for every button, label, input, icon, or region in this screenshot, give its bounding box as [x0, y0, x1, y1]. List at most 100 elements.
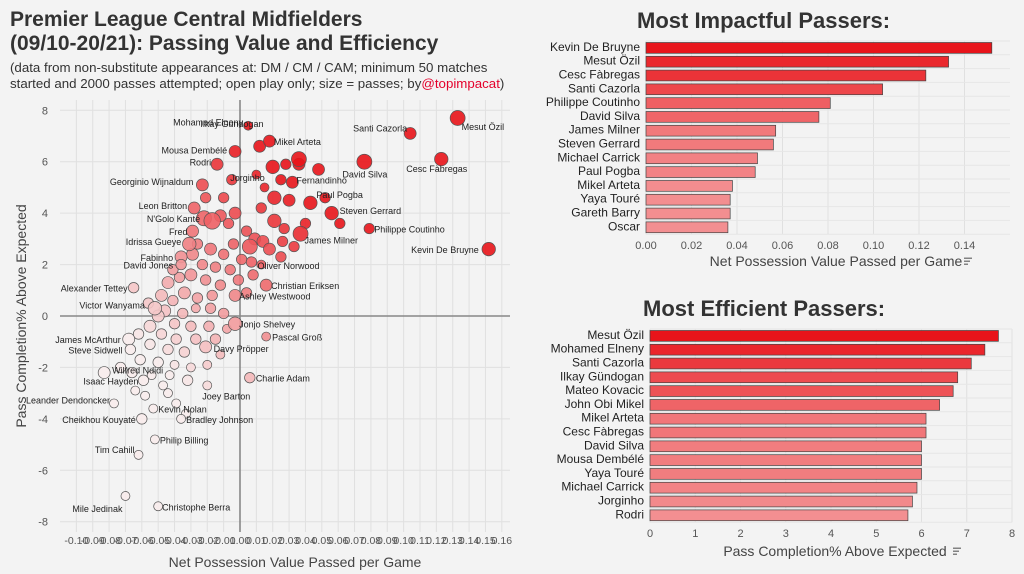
x-tick-label: 0.02: [263, 535, 284, 547]
data-point: [161, 276, 175, 289]
data-point: [153, 501, 164, 512]
data-point: [251, 169, 262, 180]
point-label: Idrissa Gueye: [126, 237, 182, 247]
x-tick-label: 0.08: [361, 535, 382, 547]
data-point: [178, 346, 190, 358]
data-point: [275, 251, 287, 263]
page-title: Premier League Central Midfielders (09/1…: [10, 8, 438, 56]
data-point: [132, 328, 145, 340]
bar-tick-label: 0.08: [817, 240, 838, 252]
data-point: [241, 238, 258, 255]
bar: [645, 97, 831, 109]
bar: [645, 69, 927, 82]
bar-category-label: Philippe Coutinho: [546, 95, 640, 109]
subtitle-line-2: started and 2000 passes attempted; open …: [10, 76, 504, 92]
bar-axis-title: Pass Completion% Above Expected: [723, 543, 946, 559]
data-point: [210, 157, 224, 171]
data-point: [203, 212, 221, 230]
bar-category-label: Rodri: [615, 507, 644, 521]
x-tick-label: 0.10: [393, 535, 414, 547]
data-point: [209, 333, 222, 345]
x-tick-label: 0.15: [475, 535, 496, 547]
data-point: [255, 202, 267, 214]
data-point: [278, 222, 290, 235]
data-point: [147, 301, 163, 316]
bar-category-label: Mohamed Elneny: [551, 342, 644, 356]
bar-tick-label: 0.02: [681, 240, 702, 252]
bar-category-label: Yaya Touré: [584, 466, 644, 480]
title-line-2: (09/10-20/21): Passing Value and Efficie…: [10, 32, 439, 55]
bar: [645, 42, 993, 54]
data-point: [175, 258, 187, 271]
data-point: [200, 192, 212, 204]
scatter-chart: -0.10-0.09-0.08-0.07-0.06-0.05-0.04-0.03…: [13, 100, 513, 570]
data-point: [182, 374, 194, 386]
point-label: Kevin Nolan: [158, 405, 207, 415]
data-point: [204, 242, 217, 256]
filter-icon[interactable]: [953, 547, 961, 555]
data-point: [206, 289, 218, 302]
bar-category-label: Jorginho: [598, 494, 644, 508]
point-label: Isaac Hayden: [83, 376, 138, 386]
bar-category-label: Paul Pogba: [578, 164, 640, 178]
data-point: [124, 343, 136, 356]
data-point: [186, 362, 196, 373]
x-tick-label: 0.14: [459, 535, 480, 547]
filter-icon[interactable]: [964, 257, 972, 265]
bar: [645, 193, 731, 206]
data-point: [191, 292, 204, 304]
x-tick-label: 0.01: [246, 535, 267, 547]
bar: [649, 343, 986, 356]
data-point: [176, 414, 186, 424]
data-point: [177, 307, 189, 320]
data-point: [148, 403, 159, 414]
x-axis-title: Net Possession Value Passed per Game: [169, 554, 422, 570]
x-tick-label: -0.07: [113, 535, 137, 547]
data-point: [222, 217, 235, 230]
impactful-chart-title: Most Impactful Passers:: [637, 8, 891, 33]
data-point: [282, 193, 296, 207]
bar-tick-label: 0.04: [726, 240, 747, 252]
point-label: Mikel Arteta: [274, 137, 321, 147]
x-tick-label: 0.04: [295, 535, 316, 547]
data-point: [185, 320, 197, 332]
bar-category-label: Mesut Özil: [583, 54, 640, 68]
x-tick-label: 0.03: [279, 535, 300, 547]
y-tick-label: -6: [38, 465, 48, 477]
data-point: [171, 398, 182, 409]
bar: [645, 152, 758, 165]
bar-tick-label: 0.00: [635, 240, 656, 252]
point-label: Steven Gerrard: [340, 206, 402, 216]
bar-tick-label: 0.14: [954, 240, 975, 252]
title-line-1: Premier League Central Midfielders: [10, 8, 363, 31]
x-tick-label: 0.16: [492, 535, 513, 547]
data-point: [144, 338, 156, 350]
data-point: [196, 258, 208, 271]
author-handle-link[interactable]: @topimpacat: [421, 76, 500, 91]
x-tick-label: 0.09: [377, 535, 398, 547]
data-point: [182, 236, 197, 252]
bar-category-label: David Silva: [584, 438, 644, 452]
y-tick-label: 6: [42, 157, 48, 169]
y-tick-label: 2: [42, 260, 48, 272]
point-label: Philippe Coutinho: [374, 225, 445, 235]
data-point: [134, 354, 146, 366]
y-tick-label: 0: [42, 311, 48, 323]
data-point: [202, 360, 213, 370]
data-point: [228, 206, 242, 220]
data-point: [324, 206, 339, 221]
bar: [649, 481, 918, 494]
data-point: [146, 370, 157, 380]
bar-category-label: Mateo Kovacic: [565, 383, 644, 397]
bar: [649, 357, 972, 370]
point-label: Philip Billing: [160, 435, 209, 445]
point-label: Oliver Norwood: [257, 261, 319, 271]
x-tick-label: -0.02: [195, 535, 219, 547]
bar-tick-label: 3: [783, 528, 789, 540]
bar-tick-label: 6: [918, 528, 924, 540]
bar-category-label: Mesut Özil: [587, 328, 644, 342]
bar-tick-label: 1: [692, 528, 698, 540]
data-point: [114, 361, 127, 374]
data-point: [140, 390, 150, 401]
data-point: [259, 278, 273, 292]
